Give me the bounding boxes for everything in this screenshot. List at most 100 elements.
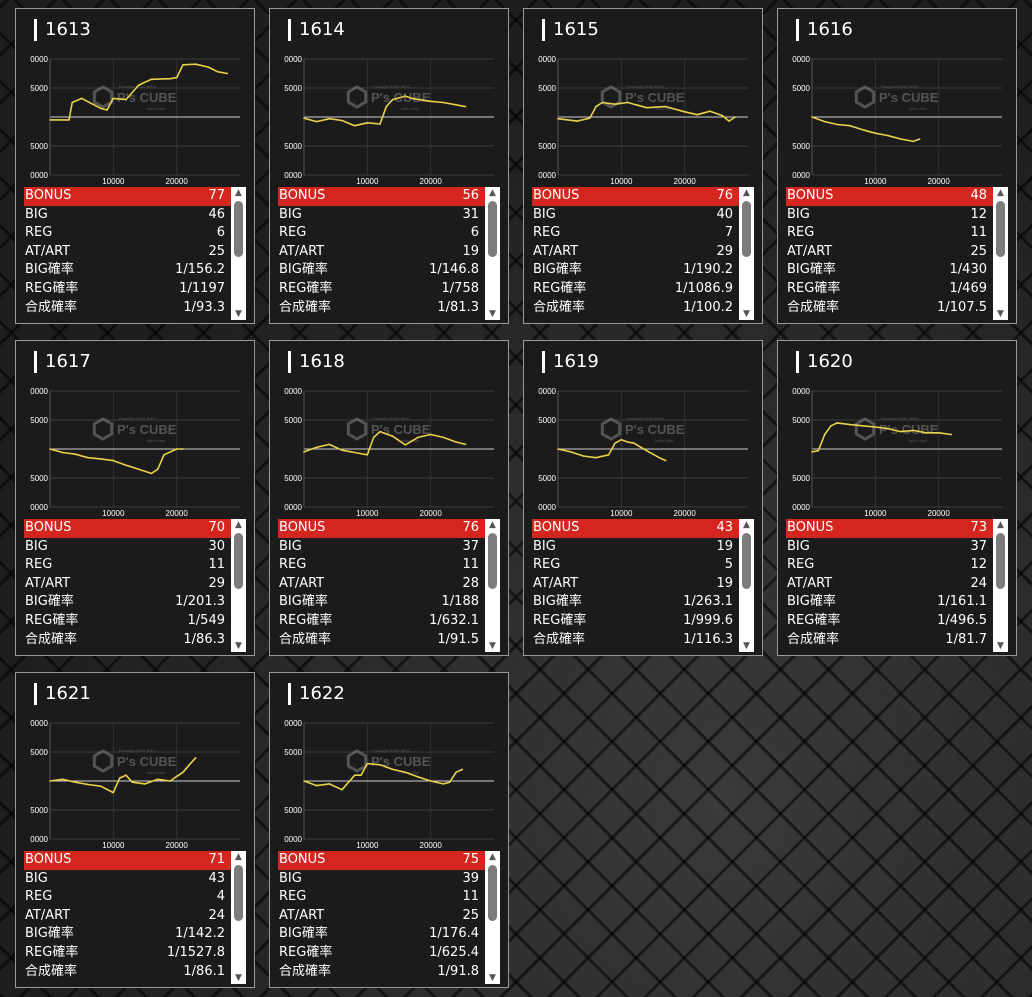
scroll-up-arrow-icon[interactable]: ▲ — [997, 188, 1004, 198]
stat-value: 48 — [970, 188, 987, 203]
scroll-up-arrow-icon[interactable]: ▲ — [489, 520, 496, 530]
y-tick-label: -5000 — [284, 474, 303, 483]
scroll-down-arrow-icon[interactable]: ▼ — [489, 973, 496, 983]
x-tick-label: 20000 — [166, 509, 189, 517]
scroll-down-arrow-icon[interactable]: ▼ — [743, 641, 750, 651]
data-point — [217, 71, 219, 73]
machine-card[interactable]: 1615 10000 5000 -5000 -10000 10000 20000 P's CU… — [523, 8, 763, 324]
scroll-thumb[interactable] — [488, 865, 497, 921]
stats-scrollbar[interactable]: ▲ ▼ — [485, 187, 500, 320]
scroll-thumb[interactable] — [742, 533, 751, 589]
data-point — [645, 449, 648, 452]
scroll-thumb[interactable] — [488, 533, 497, 589]
scroll-down-arrow-icon[interactable]: ▼ — [489, 641, 496, 651]
scroll-up-arrow-icon[interactable]: ▲ — [743, 520, 750, 530]
stats-scrollbar[interactable]: ▲ ▼ — [485, 851, 500, 984]
scroll-down-arrow-icon[interactable]: ▼ — [489, 309, 496, 319]
watermark-brand: P's CUBE — [879, 90, 939, 105]
watermark-small-bottom: index.html — [401, 106, 419, 111]
scroll-up-arrow-icon[interactable]: ▲ — [489, 852, 496, 862]
stat-label: BONUS — [279, 852, 326, 867]
data-point — [823, 120, 826, 123]
machine-card[interactable]: 1613 10000 5000 -5000 -10000 10000 20000 P's CU… — [15, 8, 255, 324]
data-point — [87, 783, 89, 786]
stats-scrollbar[interactable]: ▲ ▼ — [231, 187, 246, 320]
stat-label: AT/ART — [787, 575, 833, 591]
data-point — [379, 764, 381, 766]
difference-chart: 10000 5000 -5000 -10000 10000 20000 P's CUBEPa… — [30, 717, 244, 849]
scroll-up-arrow-icon[interactable]: ▲ — [235, 520, 242, 530]
stats-scrollbar[interactable]: ▲ ▼ — [231, 519, 246, 652]
scroll-thumb[interactable] — [234, 533, 243, 589]
data-point — [68, 119, 70, 121]
data-point — [849, 124, 851, 127]
data-point — [194, 757, 197, 759]
data-point — [112, 791, 115, 794]
machine-card[interactable]: 1619 10000 5000 -5000 -10000 10000 20000 P's CU… — [523, 340, 763, 656]
stat-value: 70 — [208, 520, 225, 535]
data-point — [182, 771, 184, 774]
scroll-up-arrow-icon[interactable]: ▲ — [489, 188, 496, 198]
stat-row-big_rate: BIG確率 1/190.2 — [532, 261, 739, 280]
stats-scrollbar[interactable]: ▲ ▼ — [993, 187, 1008, 320]
x-tick-label: 10000 — [610, 177, 633, 185]
stat-row-atart: AT/ART 25 — [786, 243, 993, 262]
machine-card[interactable]: 1622 10000 5000 -5000 -10000 10000 20000 P's CU… — [269, 672, 509, 988]
scroll-down-arrow-icon[interactable]: ▼ — [997, 309, 1004, 319]
difference-series-line — [557, 438, 667, 462]
stats-scrollbar[interactable]: ▲ ▼ — [485, 519, 500, 652]
scroll-down-arrow-icon[interactable]: ▼ — [743, 309, 750, 319]
stat-row-bonus: BONUS 56 — [278, 187, 485, 206]
y-tick-label: -10000 — [284, 835, 303, 844]
stat-label: 合成確率 — [787, 299, 840, 315]
scroll-thumb[interactable] — [996, 201, 1005, 257]
scroll-down-arrow-icon[interactable]: ▼ — [235, 309, 242, 319]
machine-card[interactable]: 1620 10000 5000 -5000 -10000 10000 20000 P's CU… — [777, 340, 1017, 656]
stat-value: 1/100.2 — [683, 299, 733, 315]
scroll-down-arrow-icon[interactable]: ▼ — [997, 641, 1004, 651]
stat-row-bonus: BONUS 76 — [278, 519, 485, 538]
machine-card[interactable]: 1614100005000-5000-100001000020000P's CU… — [269, 8, 509, 324]
y-tick-label: -5000 — [538, 142, 557, 151]
machine-card[interactable]: 1621 10000 5000 -5000 -10000 10000 20000 P's CU… — [15, 672, 255, 988]
watermark-small-bottom: index.html — [401, 438, 419, 443]
scroll-up-arrow-icon[interactable]: ▲ — [743, 188, 750, 198]
scroll-thumb[interactable] — [234, 865, 243, 921]
chart-svg: 10000 5000 -5000 -10000 10000 20000 P's CUBEPa… — [792, 55, 1002, 185]
scroll-thumb[interactable] — [488, 201, 497, 257]
scroll-up-arrow-icon[interactable]: ▲ — [235, 188, 242, 198]
scroll-thumb[interactable] — [234, 201, 243, 257]
stats-scrollbar[interactable]: ▲ ▼ — [993, 519, 1008, 652]
stat-label: REG — [279, 225, 307, 241]
scroll-up-arrow-icon[interactable]: ▲ — [235, 852, 242, 862]
stat-row-reg_rate: REG確率 1/758 — [278, 280, 485, 299]
stat-value: 11 — [462, 557, 479, 573]
stat-label: REG確率 — [533, 280, 587, 296]
stats-scrollbar[interactable]: ▲ ▼ — [739, 187, 754, 320]
stat-label: 合成確率 — [533, 631, 586, 647]
data-point — [112, 97, 115, 100]
scroll-thumb[interactable] — [742, 201, 751, 257]
stat-label: 合成確率 — [279, 963, 332, 979]
data-point — [156, 468, 159, 471]
machine-card[interactable]: 1617 10000 5000 -5000 -10000 10000 20000 P's CU… — [15, 340, 255, 656]
stat-row-reg_rate: REG確率 1/999.6 — [532, 612, 739, 631]
scroll-up-arrow-icon[interactable]: ▲ — [997, 520, 1004, 530]
machine-card[interactable]: 1618 10000 5000 -5000 -10000 10000 20000 P's CU… — [269, 340, 509, 656]
data-point — [811, 116, 813, 118]
cube-logo-icon — [346, 749, 368, 773]
scroll-down-arrow-icon[interactable]: ▼ — [235, 641, 242, 651]
stats-scrollbar[interactable]: ▲ ▼ — [739, 519, 754, 652]
stat-value: 1/91.8 — [437, 963, 479, 979]
x-tick-label: 10000 — [356, 841, 379, 849]
stat-label: REG — [25, 557, 53, 573]
scroll-down-arrow-icon[interactable]: ▼ — [235, 973, 242, 983]
data-point — [341, 788, 343, 791]
scroll-thumb[interactable] — [996, 533, 1005, 589]
data-point — [461, 768, 464, 771]
machine-card[interactable]: 1616 10000 5000 -5000 -10000 10000 20000 P's CU… — [777, 8, 1017, 324]
y-tick-label: 10000 — [538, 387, 557, 396]
difference-chart: 10000 5000 -5000 -10000 10000 20000 P's CUBEPa… — [30, 385, 244, 517]
stats-scrollbar[interactable]: ▲ ▼ — [231, 851, 246, 984]
data-point — [404, 444, 407, 446]
